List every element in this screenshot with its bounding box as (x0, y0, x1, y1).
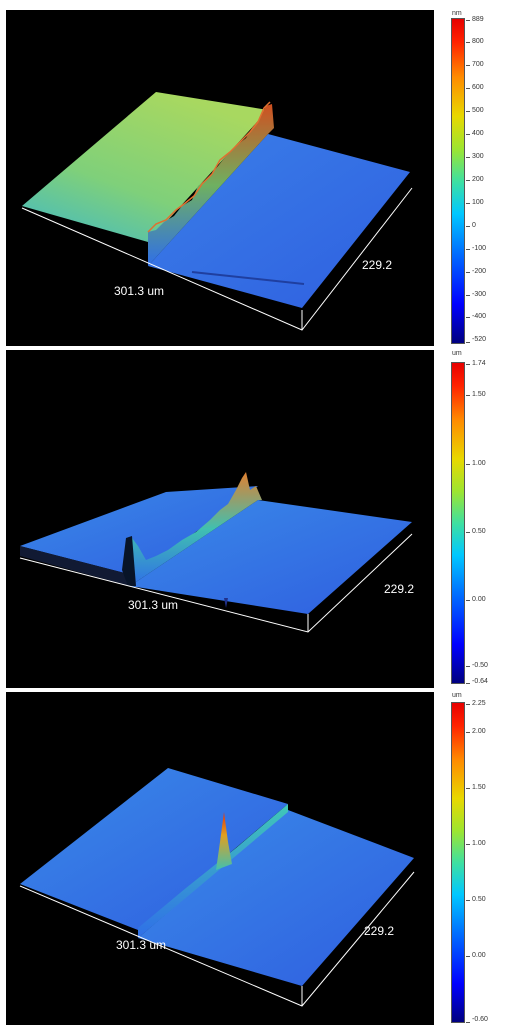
scale-label: 500 (472, 107, 484, 114)
scale-label: 100 (472, 199, 484, 206)
scale-label: 0.50 (472, 528, 486, 535)
scale-label: 1.00 (472, 840, 486, 847)
scale-label: 2.00 (472, 728, 486, 735)
left-plateau (22, 92, 268, 242)
scale-label: 1.50 (472, 391, 486, 398)
surface-panel-3: 301.3 um 229.2 um 2.25 2.00 1.50 1.00 0.… (0, 692, 507, 1025)
left-plateau (20, 768, 288, 930)
surface-3d-view-2: 301.3 um 229.2 (6, 350, 434, 688)
surface-render-3 (19, 768, 415, 1007)
right-plateau (148, 134, 410, 308)
scale-label: 0 (472, 222, 476, 229)
scale-unit: um (452, 692, 462, 699)
scale-label: 0.00 (472, 952, 486, 959)
step-wall (148, 104, 274, 266)
surface-render-1 (21, 92, 413, 331)
scale-label: 1.74 (472, 360, 486, 367)
scale-unit: um (452, 350, 462, 357)
y-dimension-label: 229.2 (364, 924, 395, 938)
scale-label: -520 (472, 336, 487, 343)
scale-label: 2.25 (472, 700, 486, 707)
scale-label: 0.00 (472, 596, 486, 603)
scale-label: -400 (472, 313, 487, 320)
surface-3d-view-1: 301.3 um 229.2 (6, 10, 434, 346)
scale-label: 889 (472, 16, 484, 23)
surface-panel-2: 301.3 um 229.2 um 1.74 1.50 1.00 0.50 0.… (0, 350, 507, 688)
scale-label: -100 (472, 245, 487, 252)
y-dimension-label: 229.2 (384, 582, 415, 596)
color-bar (451, 18, 465, 344)
x-dimension-label: 301.3 um (116, 938, 167, 952)
scale-label: 200 (472, 176, 484, 183)
spike (216, 812, 232, 870)
scale-label: -200 (472, 268, 487, 275)
right-plateau (138, 810, 414, 986)
scale-unit: nm (452, 10, 462, 17)
color-bar (451, 362, 465, 684)
color-scale-1: nm 889 800 700 600 500 400 300 200 100 0… (440, 10, 507, 346)
scale-label: -0.64 (472, 678, 488, 685)
scale-label: 700 (472, 61, 484, 68)
color-scale-2: um 1.74 1.50 1.00 0.50 0.00 -0.50 -0.64 (440, 350, 507, 688)
step-wall (130, 472, 262, 586)
color-bar (451, 702, 465, 1023)
surface-3d-view-3: 301.3 um 229.2 (6, 692, 434, 1025)
x-dimension-label: 301.3 um (128, 598, 179, 612)
scale-label: 1.50 (472, 784, 486, 791)
right-plateau (130, 500, 412, 614)
y-dimension-label: 229.2 (362, 258, 393, 272)
scale-label: 600 (472, 84, 484, 91)
surface-render-2 (19, 472, 413, 633)
scale-label: 1.00 (472, 460, 486, 467)
scale-label: -300 (472, 291, 487, 298)
color-scale-3: um 2.25 2.00 1.50 1.00 0.50 0.00 -0.60 (440, 692, 507, 1025)
scale-label: 0.50 (472, 896, 486, 903)
scale-label: 400 (472, 130, 484, 137)
left-plateau (20, 486, 258, 576)
scale-label: 800 (472, 38, 484, 45)
scale-label: 300 (472, 153, 484, 160)
x-dimension-label: 301.3 um (114, 284, 165, 298)
scale-label: -0.60 (472, 1016, 488, 1023)
step-wall (138, 804, 288, 938)
surface-panel-1: 301.3 um 229.2 nm 889 800 700 600 500 40… (0, 10, 507, 346)
scale-label: -0.50 (472, 662, 488, 669)
